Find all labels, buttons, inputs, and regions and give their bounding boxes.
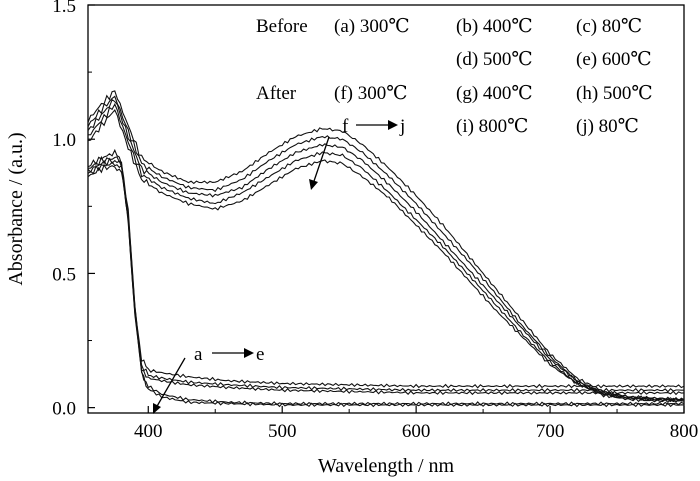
series-line-c <box>87 157 685 396</box>
annotation-ae-diagonal-arrow <box>155 357 186 409</box>
y-tick-label-0.5: 0.5 <box>52 264 76 285</box>
x-tick-label-600: 600 <box>402 421 431 442</box>
annotation-f-arrowhead <box>388 120 398 130</box>
annotation-f-label: f <box>342 116 349 137</box>
x-axis-title: Wavelength / nm <box>318 455 455 477</box>
x-tick-label-500: 500 <box>268 421 297 442</box>
annotation-a-arrowhead <box>244 348 254 358</box>
annotation-f-to-j: f j <box>309 116 405 190</box>
x-tick-label-700: 700 <box>536 421 565 442</box>
series-line-f <box>87 90 685 402</box>
legend-entry-b: (b) 400℃ <box>456 16 533 37</box>
x-tick-label-400: 400 <box>134 421 163 442</box>
legend-entry-c: (c) 80℃ <box>576 16 642 37</box>
series-line-h <box>87 98 685 402</box>
series-line-j <box>87 108 685 404</box>
legend-entry-g: (g) 400℃ <box>456 83 533 104</box>
legend-after-label: After <box>256 83 297 104</box>
legend-entry-h: (h) 500℃ <box>576 83 653 104</box>
legend-entry-j: (j) 80℃ <box>576 116 639 137</box>
series-line-i <box>87 103 684 403</box>
legend: Before After (a) 300℃ (b) 400℃ (c) 80℃ (… <box>256 16 653 137</box>
annotation-a-to-e: a e <box>153 344 264 414</box>
series-line-e <box>87 148 685 389</box>
annotation-ae-diagonal-arrowhead <box>153 403 161 414</box>
legend-before-label: Before <box>256 16 308 37</box>
series-line-d <box>87 155 684 393</box>
legend-entry-a: (a) 300℃ <box>334 16 410 37</box>
annotation-a-label: a <box>194 344 203 365</box>
annotation-fj-diagonal-arrow <box>312 136 330 185</box>
series-line-g <box>87 95 684 401</box>
annotation-j-label: j <box>399 116 405 137</box>
legend-entry-i: (i) 800℃ <box>456 116 528 137</box>
x-axis-ticks: 400 500 600 700 800 <box>134 406 698 442</box>
series-group <box>87 90 685 408</box>
y-tick-label-0: 0.0 <box>52 399 76 420</box>
y-tick-label-1.5: 1.5 <box>52 0 76 17</box>
legend-entry-d: (d) 500℃ <box>456 49 533 70</box>
y-tick-label-1: 1.0 <box>52 130 76 151</box>
legend-entry-f: (f) 300℃ <box>334 83 408 104</box>
annotation-fj-diagonal-arrowhead <box>309 179 318 190</box>
y-axis-title: Absorbance / (a.u.) <box>5 132 27 285</box>
series-line-b <box>87 161 685 407</box>
legend-entry-e: (e) 600℃ <box>576 49 652 70</box>
series-line-a <box>87 163 685 408</box>
annotation-e-label: e <box>256 344 264 365</box>
y-axis-ticks: 0.0 0.5 1.0 1.5 <box>52 0 95 420</box>
x-tick-label-800: 800 <box>670 421 699 442</box>
plot-frame <box>87 4 685 414</box>
